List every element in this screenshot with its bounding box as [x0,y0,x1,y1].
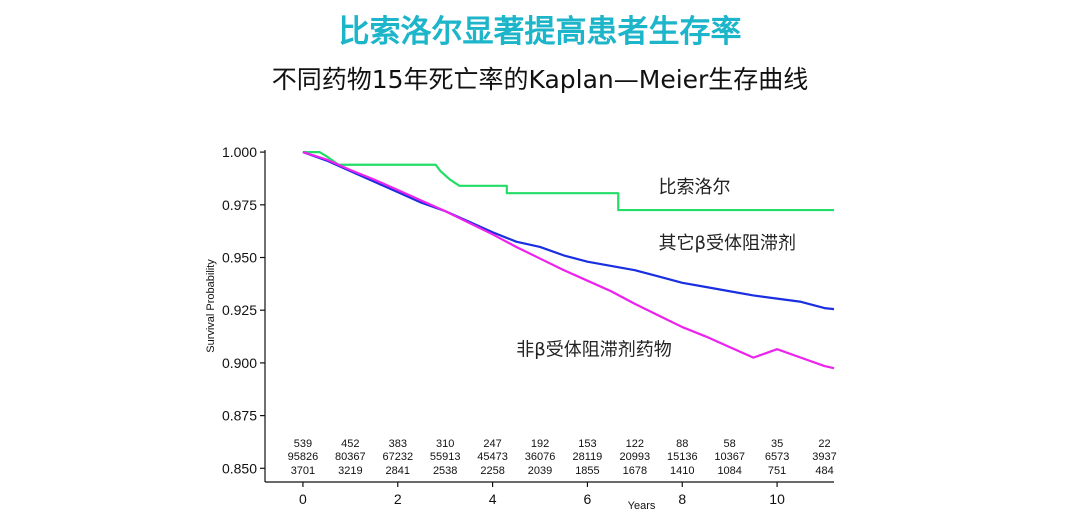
risk-table-cell: 1855 [575,465,599,477]
series-label-2: 非β受体阻滞剂药物 [516,340,672,361]
risk-table-cell: 2258 [480,465,504,477]
risk-table-cell: 539 [294,438,312,450]
risk-table-cell: 55913 [430,451,461,463]
series-label-0: 比索洛尔 [659,177,731,198]
y-tick-label: 0.850 [222,460,257,476]
risk-table-cell: 6573 [765,451,789,463]
x-tick-label: 10 [769,491,785,507]
series-label-1: 其它β受体阻滞剂 [659,233,797,254]
series-line-0 [302,151,834,212]
x-axis-label: Years [628,500,656,512]
risk-table-cell: 1084 [717,465,741,477]
risk-table-cell: 751 [768,465,786,477]
risk-table-cell: 484 [815,465,833,477]
risk-table-cell: 80367 [335,451,366,463]
y-tick-label: 0.975 [222,197,257,213]
risk-table-cell: 2538 [433,465,457,477]
risk-table-cell: 58 [724,438,736,450]
risk-table-cell: 28119 [573,451,603,463]
series-line-2 [302,151,835,370]
x-tick-label: 2 [394,491,402,507]
y-tick-label: 1.000 [222,144,257,160]
risk-table-cell: 3701 [291,465,315,477]
series-line-1 [302,151,835,311]
risk-table-cell: 153 [578,438,596,450]
x-tick-label: 4 [489,491,497,507]
risk-table-cell: 3219 [338,465,362,477]
risk-table-cell: 35 [771,438,783,450]
risk-table-cell: 122 [626,438,644,450]
y-tick-label: 0.900 [222,355,257,371]
risk-table-cell: 20993 [620,451,651,463]
risk-table-cell: 36076 [525,451,556,463]
x-tick-label: 8 [678,491,686,507]
risk-table-cell: 15136 [667,451,698,463]
risk-table-cell: 95826 [288,451,319,463]
risk-table-cell: 67232 [382,451,413,463]
risk-table-cell: 2841 [386,465,410,477]
chart-subtitle: 不同药物15年死亡率的Kaplan—Meier生存曲线 [271,65,809,94]
y-tick-label: 0.925 [222,302,257,318]
risk-table-cell: 192 [531,438,549,450]
series-lines [302,151,835,370]
risk-table-cell: 247 [483,438,501,450]
risk-table-cell: 1410 [670,465,694,477]
risk-table-cell: 310 [436,438,454,450]
y-tick-label: 0.950 [222,250,257,266]
y-axis-label: Survival Probability [205,259,217,353]
risk-table-cell: 88 [676,438,688,450]
y-tick-label: 0.875 [222,408,257,424]
risk-table-cell: 10367 [714,451,745,463]
risk-table-cell: 452 [341,438,359,450]
risk-table-cell: 3937 [812,451,836,463]
risk-table-cell: 2039 [528,465,552,477]
page-title: 比索洛尔显著提高患者生存率 [338,14,742,50]
risk-table: 539 452 383 310 247 192 153 122 88 58 35 22 95826 803… [288,438,837,477]
x-tick-label: 6 [584,491,592,507]
risk-table-cell: 383 [389,438,407,450]
risk-table-cell: 45473 [477,451,508,463]
risk-table-cell: 1678 [623,465,647,477]
x-tick-label: 0 [299,491,307,507]
axes: 1.000 0.975 0.950 0.925 0.900 0.875 0.850 0 2 4 6 8… [205,144,834,512]
risk-table-cell: 22 [818,438,830,450]
